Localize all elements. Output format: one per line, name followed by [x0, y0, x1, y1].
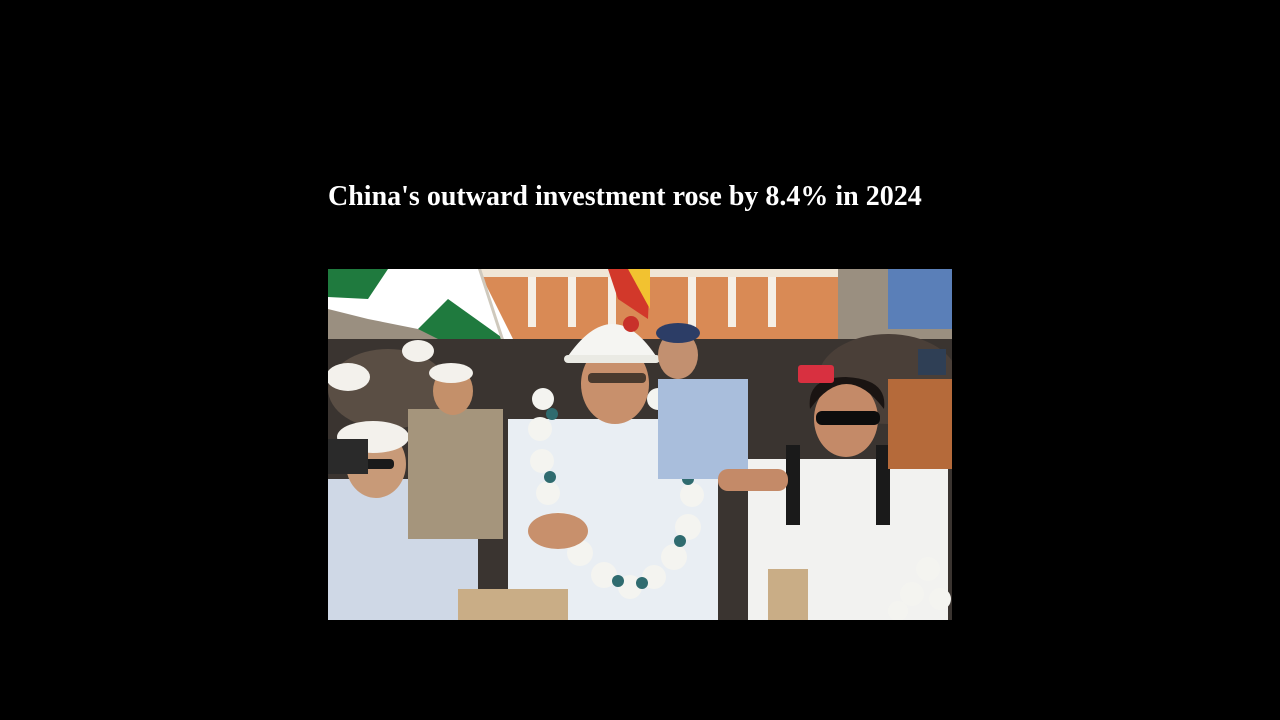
article-photo-illustration — [328, 269, 952, 620]
news-article: China's outward investment rose by 8.4% … — [328, 180, 952, 620]
article-headline[interactable]: China's outward investment rose by 8.4% … — [328, 181, 922, 212]
article-photo[interactable] — [328, 269, 952, 620]
